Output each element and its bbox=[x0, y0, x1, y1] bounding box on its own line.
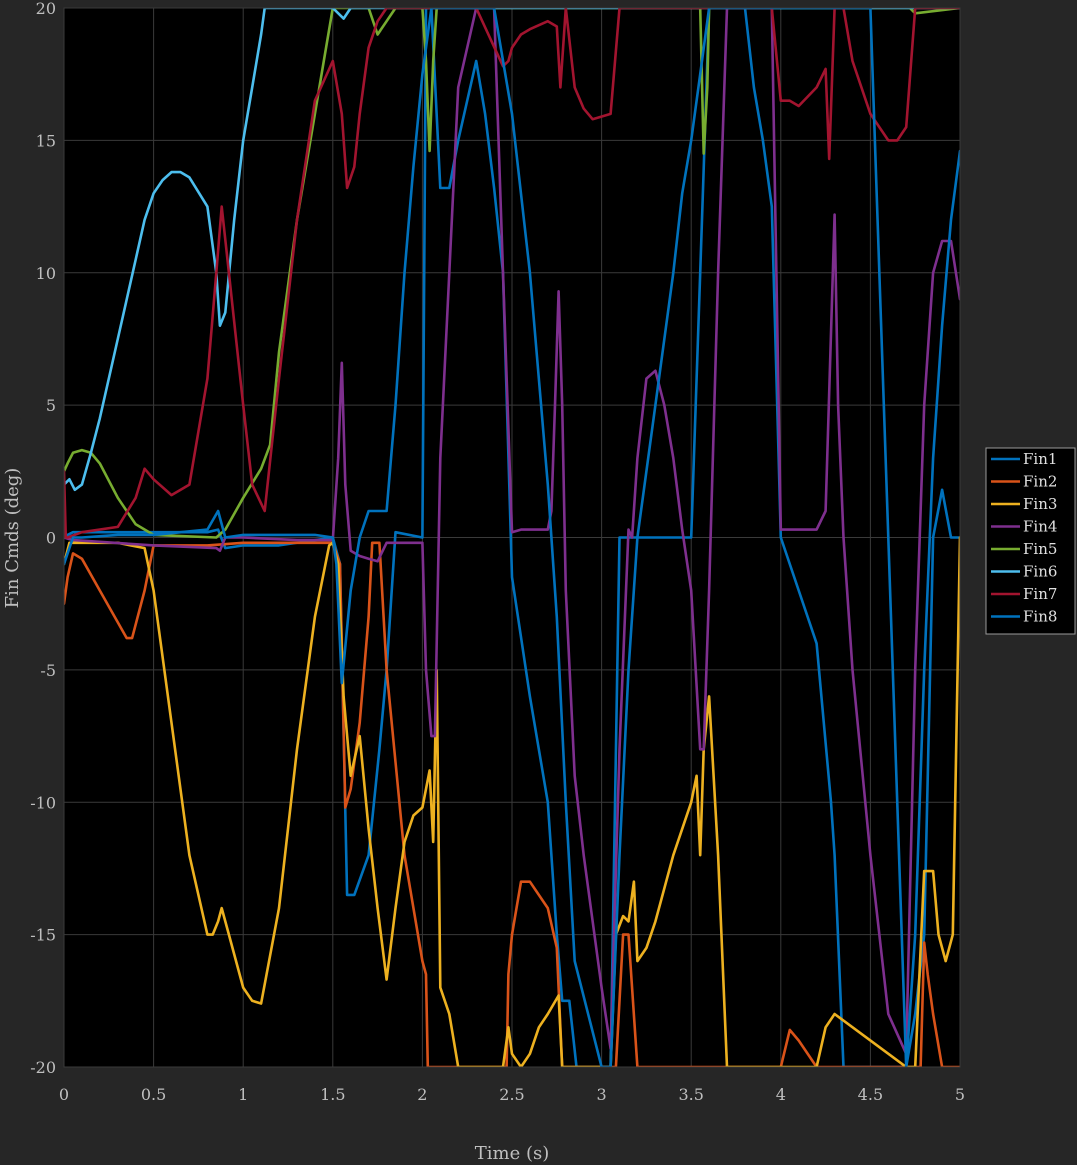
y-tick-label: -10 bbox=[30, 793, 56, 812]
x-tick-label: 4.5 bbox=[858, 1085, 883, 1104]
legend-box bbox=[985, 447, 1076, 635]
y-tick-label: 15 bbox=[36, 131, 56, 150]
series-layer bbox=[64, 8, 960, 1067]
x-tick-label: 3.5 bbox=[678, 1085, 703, 1104]
x-tick-label: 2 bbox=[417, 1085, 427, 1104]
x-tick-label: 2.5 bbox=[499, 1085, 524, 1104]
series-line-fin4 bbox=[64, 8, 960, 1056]
series-line-fin6 bbox=[64, 8, 960, 492]
y-tick-label: 0 bbox=[46, 529, 56, 548]
y-tick-label: 10 bbox=[36, 264, 56, 283]
x-tick-label: 5 bbox=[955, 1085, 965, 1104]
x-tick-label: 0.5 bbox=[141, 1085, 166, 1104]
legend: Fin1 Fin2 Fin3 Fin4 Fin5 Fin6 Fin7 Fin8 bbox=[985, 447, 1076, 635]
y-tick-label: -5 bbox=[40, 661, 56, 680]
legend-entry-label: Fin2 bbox=[1023, 473, 1057, 491]
x-axis-ticks: 0 0.5 1 1.5 2 2.5 3 3.5 4 4.5 5 bbox=[59, 1085, 965, 1104]
series-line-fin7 bbox=[64, 8, 960, 539]
y-tick-label: 5 bbox=[46, 396, 56, 415]
x-tick-label: 4 bbox=[776, 1085, 786, 1104]
legend-entry-label: Fin6 bbox=[1023, 563, 1057, 581]
y-tick-label: -15 bbox=[30, 926, 56, 945]
legend-entry-label: Fin5 bbox=[1023, 540, 1057, 558]
legend-entry-label: Fin7 bbox=[1023, 585, 1057, 603]
legend-entry-label: Fin1 bbox=[1023, 450, 1057, 468]
y-axis-label: Fin Cmds (deg) bbox=[2, 468, 23, 609]
x-tick-label: 1 bbox=[238, 1085, 248, 1104]
series-line-fin3 bbox=[64, 536, 960, 1067]
y-tick-label: 20 bbox=[36, 0, 56, 18]
y-tick-label: -20 bbox=[30, 1058, 56, 1077]
legend-entry-label: Fin3 bbox=[1023, 495, 1057, 513]
x-tick-label: 1.5 bbox=[320, 1085, 345, 1104]
legend-entry-label: Fin8 bbox=[1023, 608, 1057, 626]
plot-border bbox=[63, 7, 961, 1068]
legend-entry-label: Fin4 bbox=[1023, 518, 1057, 536]
series-line-fin8 bbox=[64, 8, 960, 1067]
x-axis-label: Time (s) bbox=[475, 1143, 550, 1164]
x-tick-label: 0 bbox=[59, 1085, 69, 1104]
y-axis-ticks: -20 -15 -10 -5 0 5 10 15 20 bbox=[30, 0, 56, 1077]
x-tick-label: 3 bbox=[597, 1085, 607, 1104]
